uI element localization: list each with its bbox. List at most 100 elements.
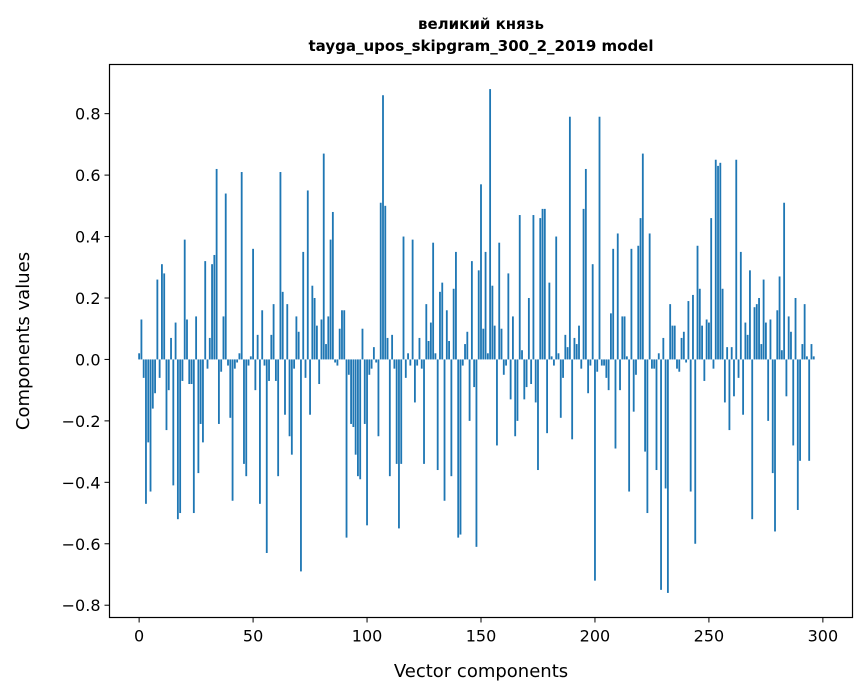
bar — [386, 337, 389, 360]
bar — [261, 310, 264, 360]
x-axis-ticks: 0 50 100 150 200 250 300 — [134, 617, 838, 646]
bar — [202, 359, 204, 443]
bar — [648, 233, 651, 360]
bar — [429, 322, 432, 360]
bar — [288, 359, 291, 437]
bar — [441, 282, 444, 360]
bar — [514, 359, 517, 437]
bar — [327, 316, 330, 360]
bar — [334, 359, 337, 363]
bar — [484, 251, 487, 360]
bar — [589, 359, 592, 366]
bar — [578, 325, 580, 360]
bar — [737, 359, 740, 378]
bar — [368, 359, 371, 375]
bar — [370, 359, 373, 369]
bar — [812, 356, 815, 360]
bar — [548, 282, 551, 360]
bar — [436, 359, 439, 471]
bar — [247, 359, 250, 366]
bar — [580, 359, 583, 369]
bar — [553, 359, 555, 366]
bar — [518, 215, 521, 360]
bar — [315, 325, 318, 360]
bar — [539, 218, 542, 360]
bar-series — [138, 89, 815, 593]
x-tick-label: 0 — [134, 627, 144, 646]
bar — [336, 359, 339, 366]
bar — [284, 359, 286, 415]
bar — [450, 359, 453, 477]
bar — [780, 350, 783, 360]
bar — [425, 304, 428, 360]
bar — [270, 334, 273, 360]
bar — [505, 359, 507, 366]
bar — [537, 359, 539, 471]
bar — [694, 359, 697, 544]
bar — [630, 248, 633, 360]
y-tick-label: −0.2 — [62, 412, 101, 431]
bar — [448, 341, 450, 360]
x-tick-label: 200 — [580, 627, 611, 646]
bar — [760, 344, 763, 360]
bar — [532, 215, 535, 360]
bar — [302, 251, 305, 360]
bar — [318, 359, 321, 385]
bar — [452, 288, 455, 360]
bar — [769, 319, 772, 360]
bar — [411, 239, 414, 360]
bar — [306, 190, 309, 360]
bar — [331, 211, 334, 360]
bar — [799, 359, 801, 461]
bar — [227, 359, 229, 366]
bar — [496, 359, 498, 446]
bar — [708, 322, 710, 360]
x-tick-label: 250 — [694, 627, 725, 646]
bar — [742, 359, 745, 415]
bar — [418, 337, 421, 360]
bar — [455, 251, 457, 360]
bar — [687, 301, 690, 360]
bar — [566, 347, 569, 360]
bar — [149, 359, 152, 492]
bar — [359, 359, 362, 480]
bar — [158, 359, 161, 378]
bar — [224, 193, 227, 360]
bar — [516, 359, 519, 421]
bar — [594, 359, 596, 581]
bar — [787, 316, 790, 360]
chart-title-line-1: великий князь — [418, 15, 544, 33]
bar — [534, 359, 537, 403]
bar — [614, 359, 617, 449]
bar — [379, 202, 382, 360]
bar — [427, 341, 430, 360]
bar — [361, 328, 364, 360]
bar — [680, 337, 683, 360]
bar — [311, 285, 314, 360]
bar — [530, 359, 533, 385]
bar — [181, 359, 184, 381]
bar — [363, 359, 366, 424]
bar — [584, 168, 587, 360]
bar — [170, 337, 172, 360]
bar — [309, 359, 311, 415]
bar — [443, 359, 446, 501]
bar — [796, 359, 799, 510]
bar — [197, 359, 200, 474]
bar — [719, 162, 722, 360]
bar — [322, 153, 325, 360]
bar — [252, 248, 254, 360]
bar — [213, 254, 216, 360]
bar — [555, 236, 558, 360]
bar — [701, 325, 703, 360]
bar — [600, 359, 603, 366]
bar — [259, 359, 261, 504]
bar — [236, 359, 239, 363]
bar — [297, 331, 300, 360]
bar — [728, 359, 731, 431]
bar — [199, 359, 202, 424]
bar — [395, 359, 398, 464]
bar — [671, 325, 674, 360]
bar — [204, 261, 207, 360]
bar — [771, 359, 774, 474]
